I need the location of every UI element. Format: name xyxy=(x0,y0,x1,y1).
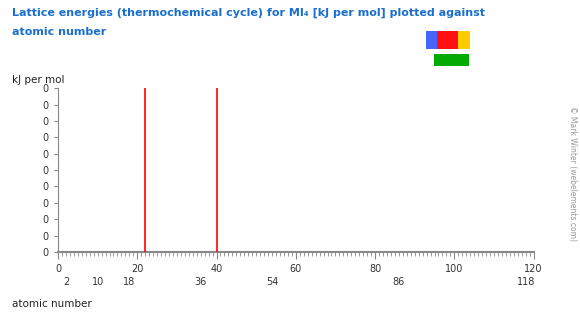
Text: 118: 118 xyxy=(516,277,535,287)
Text: 10: 10 xyxy=(92,277,104,287)
Text: 2: 2 xyxy=(63,277,69,287)
Text: 18: 18 xyxy=(123,277,136,287)
Text: Lattice energies (thermochemical cycle) for MI₄ [kJ per mol] plotted against: Lattice energies (thermochemical cycle) … xyxy=(12,8,485,18)
Text: 86: 86 xyxy=(393,277,405,287)
Text: 54: 54 xyxy=(266,277,278,287)
Text: © Mark Winter (webelements.com): © Mark Winter (webelements.com) xyxy=(568,106,577,241)
Text: kJ per mol: kJ per mol xyxy=(12,75,64,85)
Text: atomic number: atomic number xyxy=(12,299,92,309)
Text: atomic number: atomic number xyxy=(12,27,106,37)
Text: 36: 36 xyxy=(194,277,207,287)
